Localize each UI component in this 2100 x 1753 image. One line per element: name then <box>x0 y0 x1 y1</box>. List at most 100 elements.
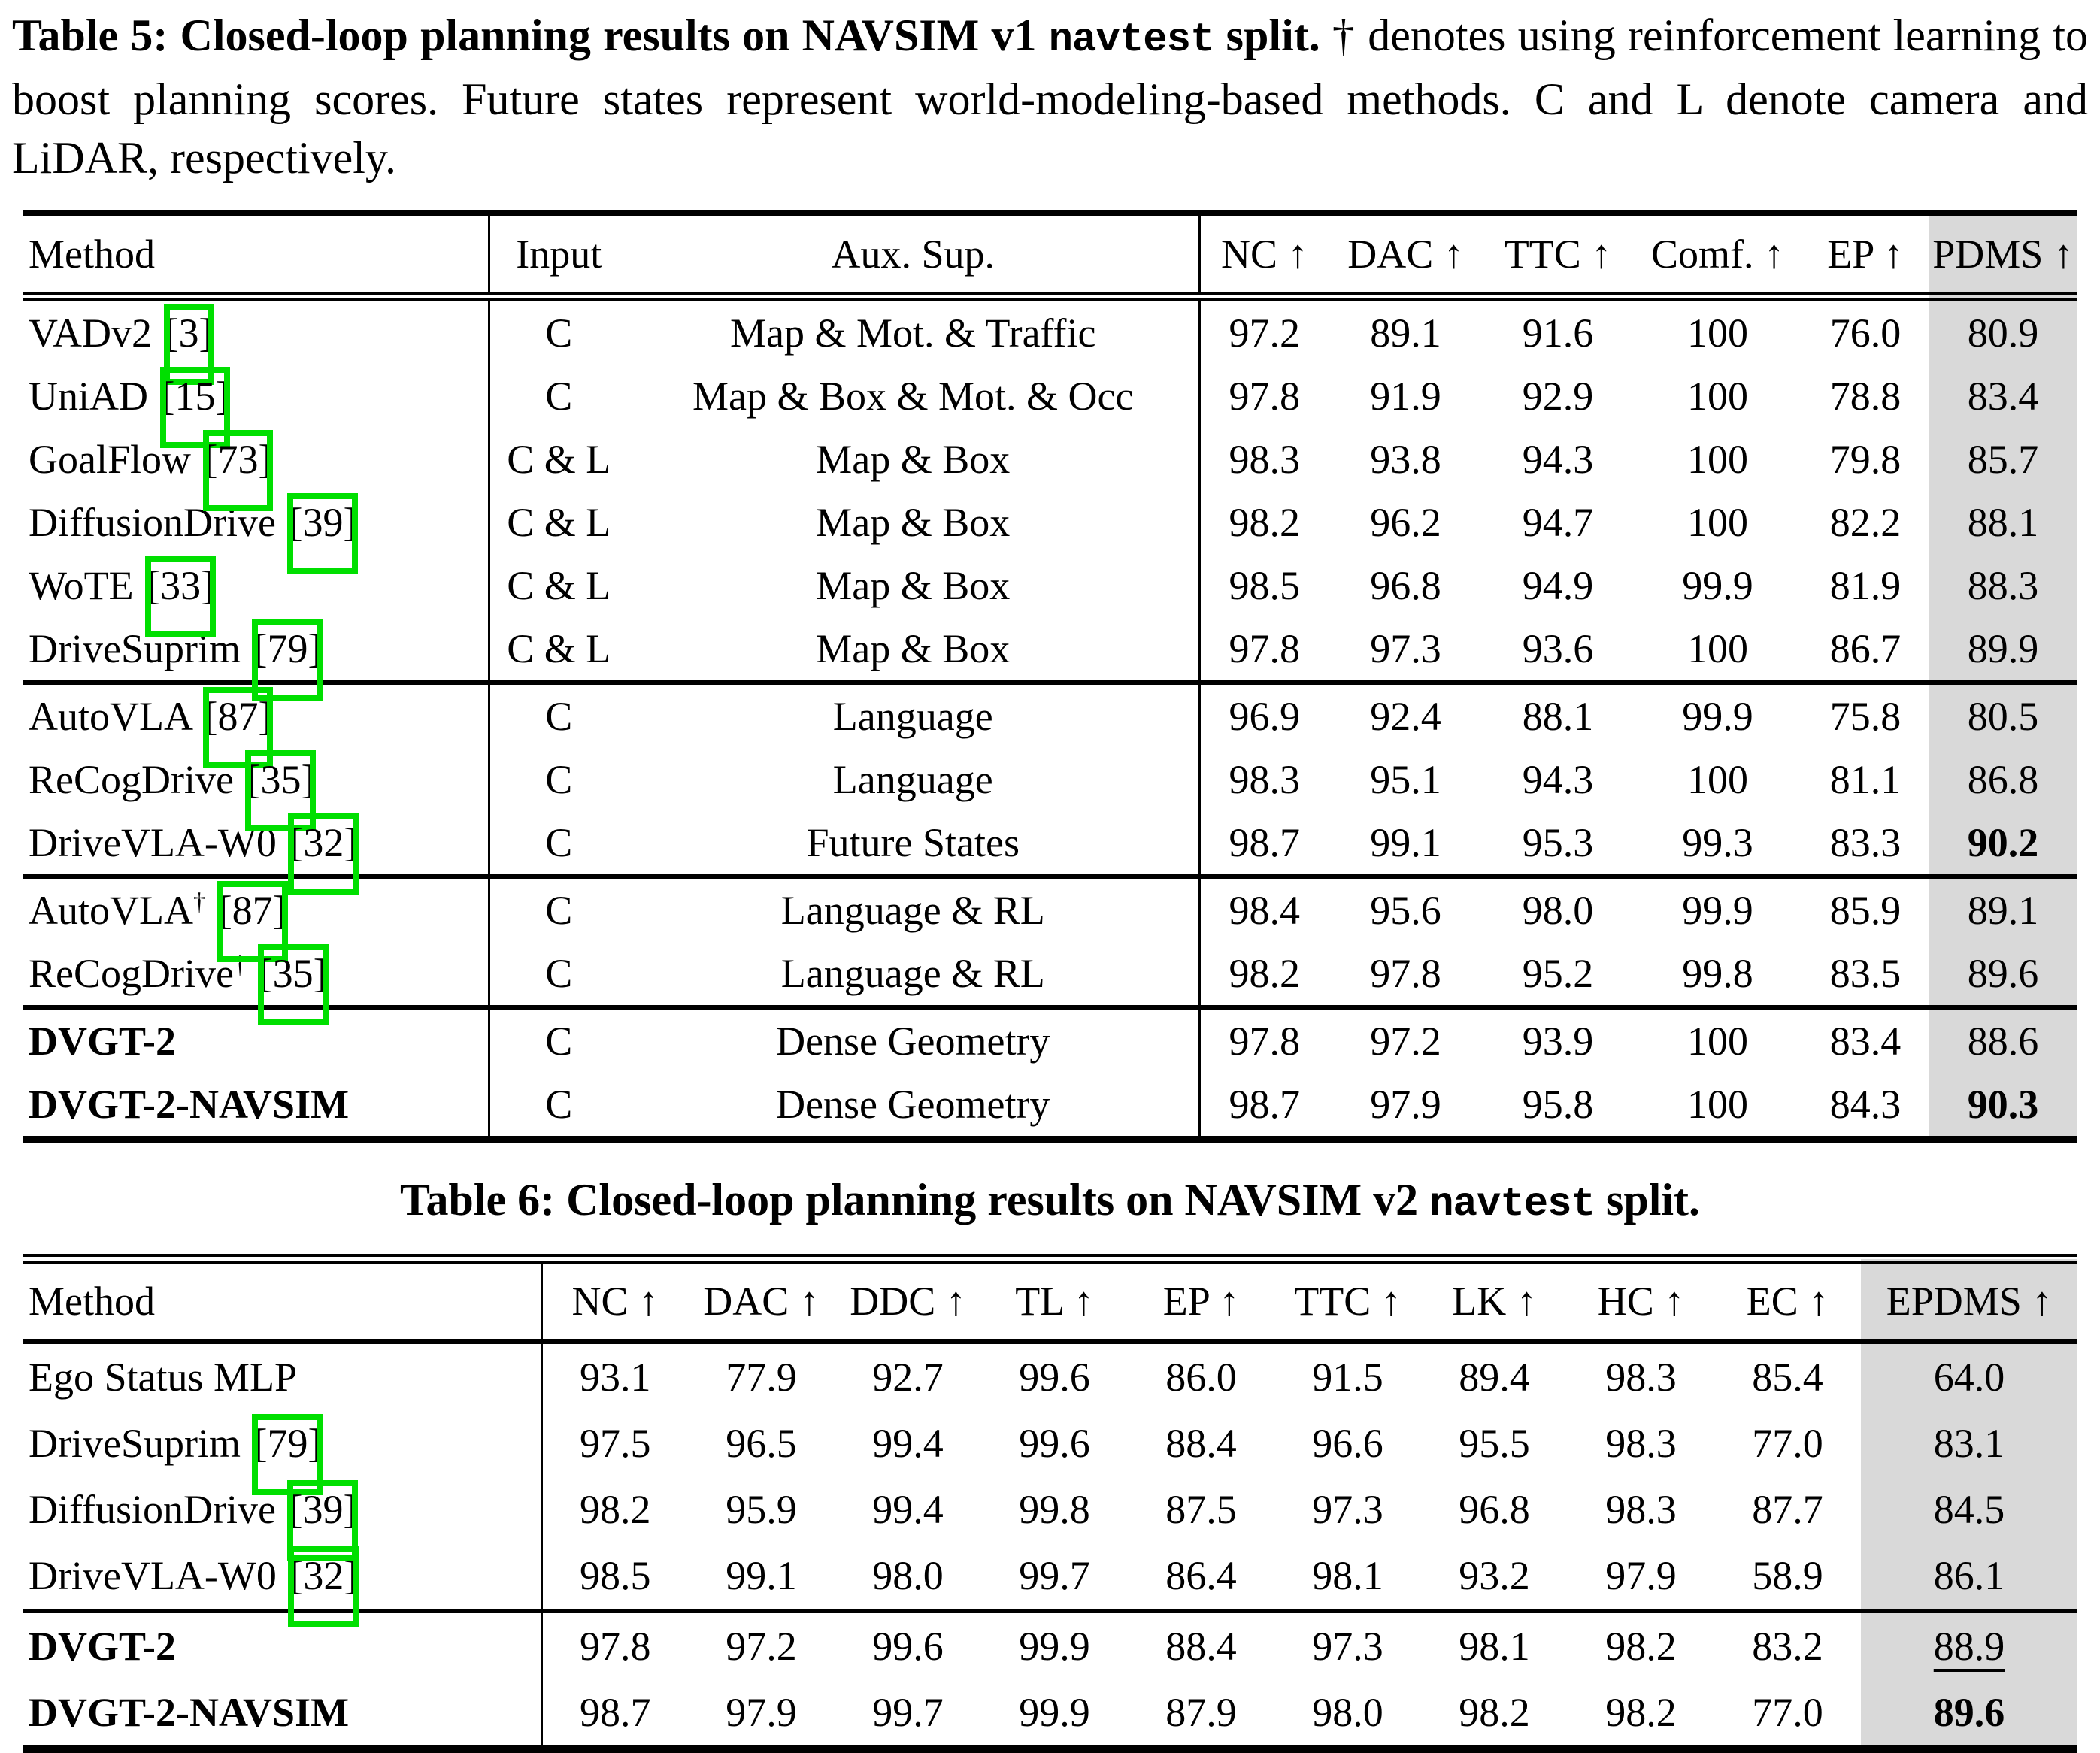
citation-link[interactable]: [79] <box>250 619 324 701</box>
table-row: ReCogDrive [35] C Language 98.3 95.1 94.3 100 8… <box>23 748 2077 831</box>
method-name: ReCogDrive <box>29 757 234 802</box>
value-cell: 97.8 <box>1370 951 1441 996</box>
column-header: EPDMS ↑ <box>1861 1258 2077 1342</box>
citation-link[interactable]: [79] <box>250 1414 324 1495</box>
score-value: 86.8 <box>1967 757 2039 802</box>
value-cell: 94.3 <box>1522 437 1594 482</box>
method-name: DriveVLA-W0 <box>29 820 277 865</box>
value-cell: 83.2 <box>1752 1624 1823 1669</box>
citation-link[interactable]: [3] <box>162 304 216 385</box>
method-cell: DriveVLA-W0 [32] <box>23 1543 541 1627</box>
value-cell: 98.0 <box>872 1553 944 1598</box>
score-value: 88.9 <box>1933 1624 2005 1669</box>
value-cell: 88.4 <box>1165 1624 1237 1669</box>
value-cell: 99.9 <box>1019 1624 1090 1669</box>
method-cell: DVGT-2 <box>23 1611 541 1679</box>
score-cell: 90.2 <box>1929 811 2077 876</box>
value-cell: 97.8 <box>1198 617 1329 683</box>
value-cell: 98.3 <box>1605 1355 1677 1400</box>
score-value: 89.6 <box>1967 951 2039 996</box>
value-cell: 98.7 <box>1198 811 1329 876</box>
value-cell: 98.2 <box>1605 1690 1677 1735</box>
input-cell: C <box>487 942 628 1007</box>
citation-link[interactable]: [87] <box>202 687 275 768</box>
input-cell: C <box>487 748 628 811</box>
method-name: AutoVLA <box>29 888 193 933</box>
value-cell: 98.0 <box>1522 888 1594 933</box>
score-value: 89.6 <box>1933 1690 2005 1735</box>
aux-sup-cell: Language & RL <box>780 888 1045 933</box>
input-cell: C & L <box>487 617 628 683</box>
method-cell: GoalFlow [73] <box>23 428 489 511</box>
value-cell: 99.7 <box>1019 1553 1090 1598</box>
score-cell: 86.8 <box>1929 748 2077 811</box>
method-cell: DVGT-2 <box>23 1007 489 1073</box>
column-header: EP ↑ <box>1162 1279 1240 1324</box>
citation-number: 35 <box>260 757 302 802</box>
table6-group-2: DVGT-2 97.8 97.2 99.6 99.9 88.4 97.3 98.1 98.2 83… <box>23 1611 2077 1749</box>
value-cell: 97.3 <box>1370 626 1441 671</box>
table6-caption: Table 6: Closed-loop planning results on… <box>12 1170 2088 1234</box>
value-cell: 97.8 <box>540 1611 688 1679</box>
method-cell: AutoVLA† [87] <box>23 876 489 962</box>
table-row: GoalFlow [73] C & L Map & Box 98.3 93.8 94.3 1… <box>23 428 2077 511</box>
value-cell: 93.6 <box>1522 626 1594 671</box>
citation-link[interactable]: [32] <box>286 1546 360 1627</box>
citation-link[interactable]: [33] <box>144 556 217 637</box>
score-cell: 83.4 <box>1929 365 2077 428</box>
value-cell: 75.8 <box>1829 694 1902 739</box>
column-header: PDMS ↑ <box>1929 213 2077 297</box>
citation-link[interactable]: [32] <box>286 813 360 895</box>
citation-link[interactable]: [39] <box>286 493 359 574</box>
score-value: 89.1 <box>1967 888 2039 933</box>
citation-link[interactable]: [39] <box>286 1480 359 1561</box>
column-header: Method <box>29 1279 155 1324</box>
value-cell: 98.3 <box>1605 1421 1677 1466</box>
table-row: DriveVLA-W0 [32] C Future States 98.7 99.1 95… <box>23 811 2077 895</box>
value-cell: 97.8 <box>1198 1007 1329 1073</box>
score-value: 83.1 <box>1933 1421 2005 1466</box>
value-cell: 95.5 <box>1459 1421 1530 1466</box>
score-value: 90.2 <box>1967 820 2039 865</box>
value-cell: 79.8 <box>1829 437 1902 482</box>
aux-sup-cell: Dense Geometry <box>776 1082 1050 1127</box>
value-cell: 91.5 <box>1312 1355 1383 1400</box>
column-header: HC ↑ <box>1597 1279 1685 1324</box>
value-cell: 96.8 <box>1370 563 1441 608</box>
value-cell: 81.1 <box>1829 757 1902 802</box>
method-cell: DriveSuprim [79] <box>23 1410 541 1495</box>
score-cell: 89.1 <box>1929 876 2077 942</box>
value-cell: 88.4 <box>1165 1421 1237 1466</box>
method-name: DVGT-2-NAVSIM <box>29 1082 350 1127</box>
citation-link[interactable]: [35] <box>256 944 330 1025</box>
aux-sup-cell: Map & Box <box>816 626 1011 671</box>
value-cell: 87.5 <box>1165 1487 1237 1532</box>
value-cell: 95.6 <box>1370 888 1441 933</box>
value-cell: 99.9 <box>1019 1690 1090 1735</box>
value-cell: 58.9 <box>1752 1553 1823 1598</box>
table6-caption-code: navtest <box>1429 1182 1595 1228</box>
value-cell: 99.4 <box>872 1421 944 1466</box>
table5-caption: Table 5: Closed-loop planning results on… <box>12 6 2088 187</box>
score-cell: 89.6 <box>1861 1679 2077 1749</box>
header-row: Method NC ↑ DAC ↑ DDC ↑ TL ↑ EP ↑ TTC ↑ LK ↑ HC … <box>23 1258 2077 1342</box>
value-cell: 93.8 <box>1370 437 1441 482</box>
citation-link[interactable]: [73] <box>202 430 275 511</box>
method-name: DVGT-2 <box>29 1019 177 1064</box>
method-name: ReCogDrive <box>29 951 234 996</box>
method-name: DVGT-2 <box>29 1624 177 1669</box>
input-cell: C & L <box>487 428 628 491</box>
column-header: Method <box>29 232 155 277</box>
aux-sup-cell: Map & Box <box>816 563 1011 608</box>
citation-link[interactable]: [35] <box>244 750 317 831</box>
citation-link[interactable]: [15] <box>159 367 232 448</box>
value-cell: 96.9 <box>1198 683 1329 748</box>
value-cell: 98.3 <box>1605 1487 1677 1532</box>
value-cell: 95.2 <box>1522 951 1594 996</box>
navsim-v2-results-table: Method NC ↑ DAC ↑ DDC ↑ TL ↑ EP ↑ TTC ↑ LK ↑ HC … <box>23 1254 2077 1753</box>
method-cell: AutoVLA [87] <box>23 683 489 768</box>
citation-link[interactable]: [87] <box>216 881 289 962</box>
value-cell: 91.6 <box>1522 310 1594 356</box>
value-cell: 94.3 <box>1522 757 1594 802</box>
aux-sup-cell: Map & Box <box>816 500 1011 545</box>
